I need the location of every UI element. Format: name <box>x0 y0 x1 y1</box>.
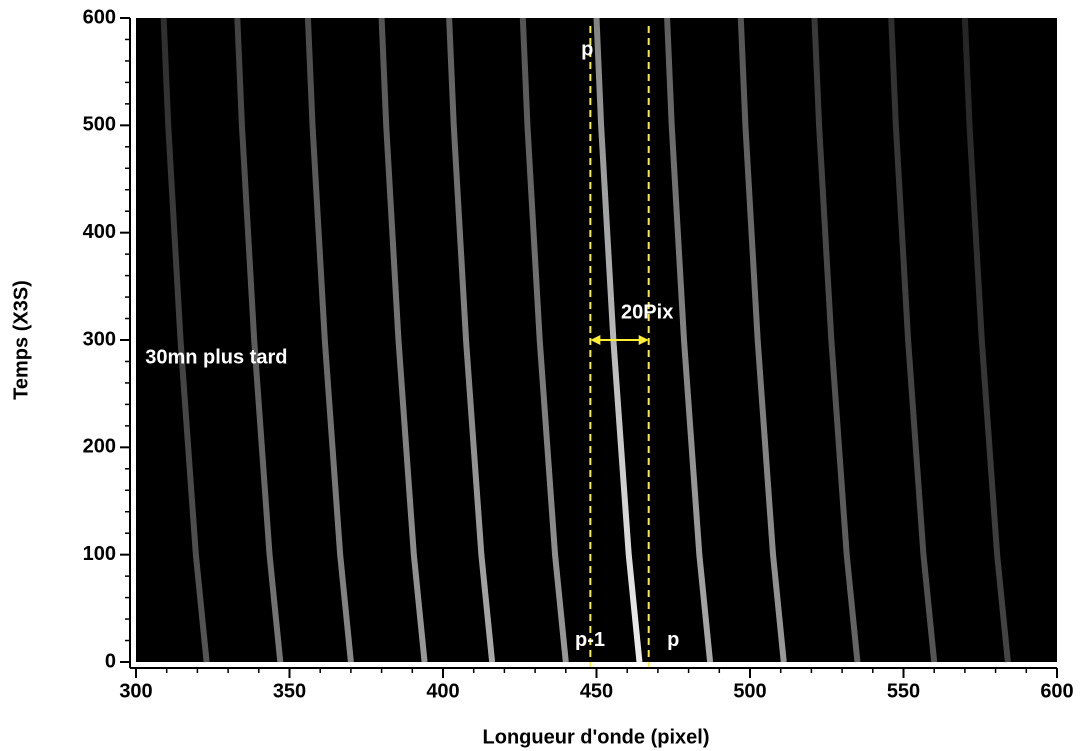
annotation: 30mn plus tard <box>145 347 287 369</box>
y-tick-label: 400 <box>83 221 116 243</box>
trace <box>961 17 1011 663</box>
annotation: p <box>581 38 593 60</box>
x-tick-label: 600 <box>1040 680 1073 702</box>
x-tick-label: 400 <box>426 680 459 702</box>
x-tick-label: 550 <box>887 680 920 702</box>
annotation: 20Pix <box>621 301 673 323</box>
y-axis-title: Temps (X3S) <box>10 280 32 400</box>
trace <box>378 17 428 663</box>
trace <box>737 17 787 663</box>
x-tick-label: 350 <box>273 680 306 702</box>
trace <box>304 17 354 663</box>
x-tick-label: 450 <box>580 680 613 702</box>
y-tick-label: 500 <box>83 114 116 136</box>
trace <box>446 17 496 663</box>
trace <box>160 17 210 663</box>
y-tick-label: 600 <box>83 6 116 28</box>
y-tick-label: 0 <box>105 650 116 672</box>
trace <box>888 17 938 663</box>
trace <box>811 17 861 663</box>
trace <box>664 17 714 663</box>
annotation: p <box>667 629 679 651</box>
y-tick-label: 200 <box>83 436 116 458</box>
y-tick-label: 300 <box>83 328 116 350</box>
x-axis-title: Longueur d'onde (pixel) <box>483 726 710 748</box>
annotation: p-1 <box>575 629 605 651</box>
y-tick-label: 100 <box>83 543 116 565</box>
x-tick-label: 500 <box>733 680 766 702</box>
trace <box>234 17 284 663</box>
trace <box>519 17 569 663</box>
x-tick-label: 300 <box>119 680 152 702</box>
